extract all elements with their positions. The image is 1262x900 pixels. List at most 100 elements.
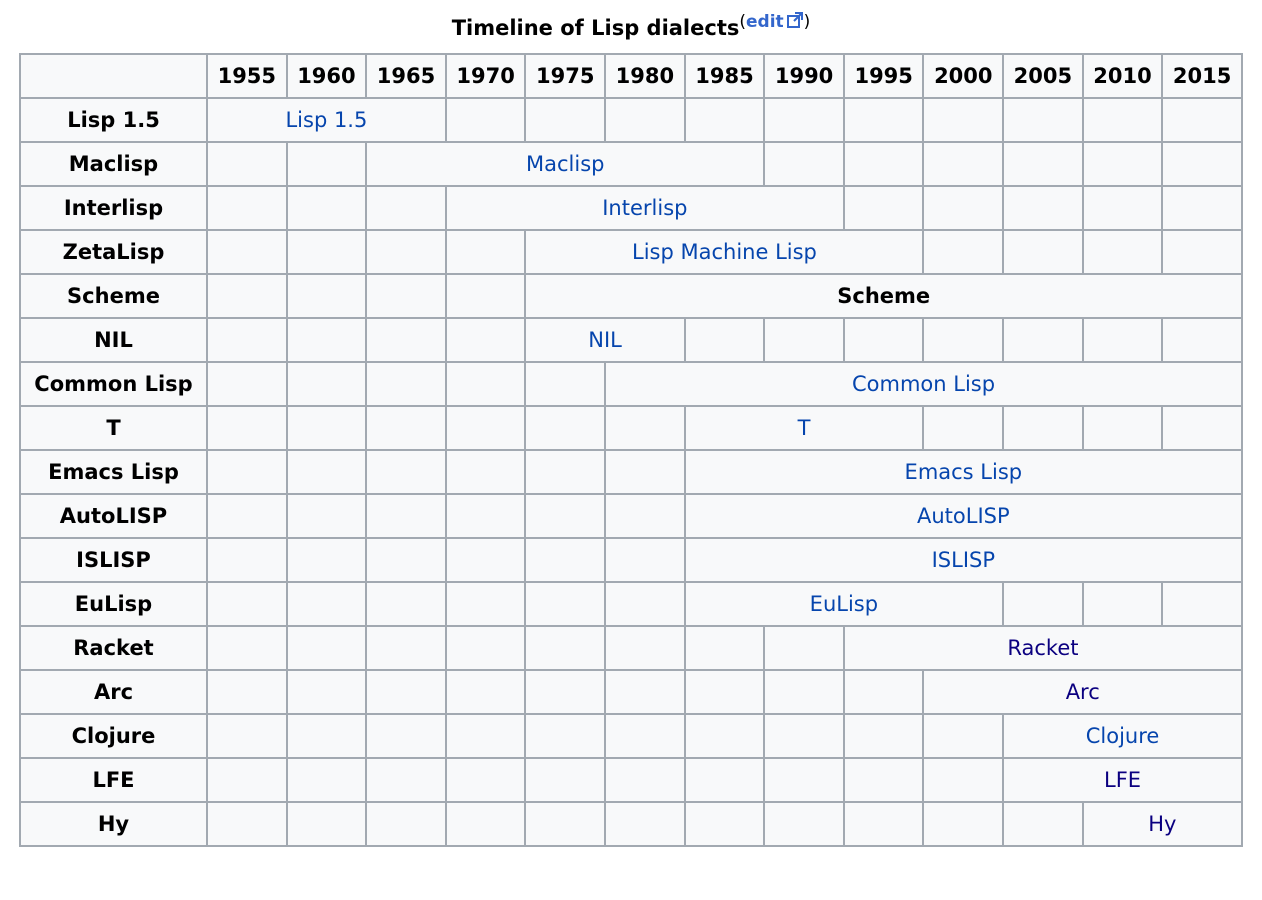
- dialect-row-header: LFE: [19, 757, 208, 803]
- empty-cell: [285, 449, 368, 495]
- empty-cell: [285, 317, 368, 363]
- external-link-icon[interactable]: [786, 11, 804, 29]
- table-row: LFE LFE: [19, 757, 1243, 803]
- empty-cell: [285, 537, 368, 583]
- dialect-link[interactable]: LFE: [1104, 768, 1142, 792]
- dialect-link[interactable]: Emacs Lisp: [904, 460, 1023, 484]
- table-row: Lisp 1.5 Lisp 1.5: [19, 97, 1243, 143]
- dialect-link[interactable]: Racket: [1007, 636, 1079, 660]
- empty-cell: [365, 317, 447, 363]
- dialect-span-cell: Arc: [922, 669, 1243, 715]
- empty-cell: [683, 757, 766, 803]
- dialect-span-cell: Lisp 1.5: [206, 97, 447, 143]
- empty-cell: [683, 317, 766, 363]
- empty-cell: [444, 493, 527, 539]
- dialect-span-cell: T: [683, 405, 925, 451]
- dialect-row-header: AutoLISP: [19, 493, 208, 539]
- year-header: 1990: [763, 53, 845, 99]
- dialect-row-header: Emacs Lisp: [19, 449, 208, 495]
- table-row: AutoLISP AutoLISP: [19, 493, 1244, 539]
- dialect-link[interactable]: Interlisp: [602, 196, 688, 220]
- empty-cell: [444, 713, 527, 759]
- empty-cell: [444, 801, 527, 847]
- dialect-link[interactable]: Maclisp: [526, 152, 605, 176]
- dialect-link[interactable]: Lisp 1.5: [285, 108, 368, 132]
- dialect-row-header: Maclisp: [19, 141, 208, 187]
- empty-cell: [285, 669, 368, 715]
- empty-cell: [444, 361, 527, 407]
- year-header: 2005: [1002, 53, 1084, 99]
- empty-cell: [1161, 317, 1243, 363]
- edit-link-label[interactable]: edit: [746, 12, 784, 32]
- dialect-link[interactable]: T: [797, 416, 811, 440]
- dialect-link[interactable]: Clojure: [1085, 724, 1160, 748]
- dialect-span-cell: Emacs Lisp: [683, 449, 1244, 495]
- empty-cell: [604, 625, 686, 671]
- empty-cell: [763, 713, 845, 759]
- empty-cell: [1002, 97, 1084, 143]
- dialect-link[interactable]: ISLISP: [931, 548, 996, 572]
- empty-cell: [604, 669, 686, 715]
- empty-cell: [604, 757, 686, 803]
- table-row: ISLISP ISLISP: [19, 537, 1244, 583]
- empty-cell: [842, 757, 925, 803]
- empty-cell: [922, 97, 1005, 143]
- table-row: EuLisp EuLisp: [19, 581, 1243, 627]
- empty-cell: [365, 229, 447, 275]
- empty-cell: [524, 581, 607, 627]
- edit-link[interactable]: edit: [746, 12, 804, 32]
- empty-cell: [604, 493, 686, 539]
- empty-cell: [842, 97, 925, 143]
- table-row: ZetaLisp Lisp Machine Lisp: [19, 229, 1243, 275]
- dialect-link[interactable]: Common Lisp: [851, 372, 996, 396]
- empty-cell: [922, 317, 1005, 363]
- empty-cell: [285, 581, 368, 627]
- empty-cell: [842, 141, 925, 187]
- dialect-link[interactable]: NIL: [588, 328, 622, 352]
- empty-cell: [444, 537, 527, 583]
- empty-cell: [444, 229, 527, 275]
- dialect-span-cell: AutoLISP: [683, 493, 1244, 539]
- dialect-span-cell: Hy: [1081, 801, 1244, 847]
- empty-cell: [444, 581, 527, 627]
- year-header: 1995: [842, 53, 925, 99]
- dialect-link[interactable]: Hy: [1148, 812, 1177, 836]
- empty-cell: [206, 537, 288, 583]
- empty-cell: [763, 801, 845, 847]
- dialect-link: Scheme: [837, 284, 931, 308]
- empty-cell: [842, 185, 925, 231]
- empty-cell: [206, 405, 288, 451]
- dialect-link[interactable]: EuLisp: [809, 592, 879, 616]
- empty-cell: [206, 317, 288, 363]
- empty-cell: [922, 713, 1005, 759]
- dialect-span-cell: Clojure: [1002, 713, 1243, 759]
- dialect-span-cell: EuLisp: [683, 581, 1005, 627]
- empty-cell: [285, 713, 368, 759]
- empty-cell: [524, 493, 607, 539]
- empty-cell: [763, 669, 845, 715]
- empty-cell: [1081, 317, 1164, 363]
- dialect-row-header: Lisp 1.5: [19, 97, 208, 143]
- empty-cell: [1002, 229, 1084, 275]
- empty-cell: [285, 141, 368, 187]
- empty-cell: [763, 141, 845, 187]
- dialect-link[interactable]: AutoLISP: [917, 504, 1010, 528]
- empty-cell: [365, 361, 447, 407]
- table-caption: Timeline of Lisp dialects(edit ): [0, 12, 1262, 40]
- empty-cell: [206, 229, 288, 275]
- dialect-row-header: NIL: [19, 317, 208, 363]
- dialect-row-header: Arc: [19, 669, 208, 715]
- table-row: Common Lisp Common Lisp: [19, 361, 1243, 407]
- empty-cell: [763, 757, 845, 803]
- empty-cell: [365, 493, 447, 539]
- dialect-row-header: Racket: [19, 625, 208, 671]
- empty-cell: [1161, 141, 1243, 187]
- empty-cell: [1002, 317, 1084, 363]
- dialect-link[interactable]: Arc: [1065, 680, 1100, 704]
- table-row: Clojure Clojure: [19, 713, 1243, 759]
- empty-cell: [285, 229, 368, 275]
- dialect-link[interactable]: Lisp Machine Lisp: [632, 240, 817, 264]
- empty-cell: [206, 493, 288, 539]
- empty-cell: [683, 669, 766, 715]
